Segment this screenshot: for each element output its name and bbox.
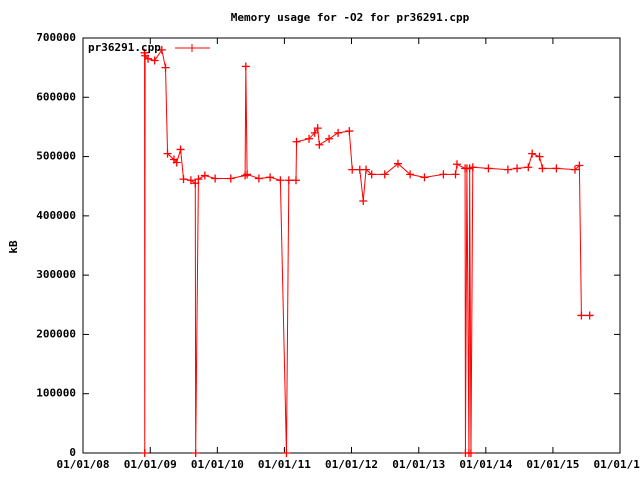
point bbox=[503, 165, 512, 174]
point bbox=[172, 158, 181, 167]
x-tick-label: 01/01/12 bbox=[325, 458, 378, 471]
point bbox=[292, 137, 301, 146]
x-tick-label: 01/01/09 bbox=[124, 458, 177, 471]
x-tick-label: 01/01/11 bbox=[258, 458, 311, 471]
point bbox=[157, 45, 166, 54]
point bbox=[226, 174, 235, 183]
point bbox=[140, 449, 149, 457]
point bbox=[484, 164, 493, 173]
point bbox=[276, 176, 285, 185]
point bbox=[243, 170, 252, 179]
point bbox=[191, 449, 200, 457]
point bbox=[305, 134, 314, 143]
y-tick-label: 500000 bbox=[36, 150, 76, 163]
point bbox=[325, 134, 334, 143]
x-tick-label: 01/01/10 bbox=[191, 458, 244, 471]
point bbox=[552, 164, 561, 173]
point bbox=[570, 165, 579, 174]
point bbox=[380, 170, 389, 179]
x-tick-label: 01/01/15 bbox=[526, 458, 579, 471]
point bbox=[179, 175, 188, 184]
point bbox=[362, 165, 371, 174]
point bbox=[176, 145, 185, 154]
point bbox=[538, 164, 547, 173]
point bbox=[577, 311, 586, 320]
x-tick-label: 01/01/08 bbox=[57, 458, 110, 471]
point bbox=[524, 163, 533, 172]
legend-label: pr36291.cpp bbox=[88, 41, 161, 54]
point bbox=[254, 174, 263, 183]
point bbox=[439, 170, 448, 179]
point bbox=[211, 174, 220, 183]
point bbox=[266, 173, 275, 182]
point bbox=[575, 161, 584, 170]
y-axis-label: kB bbox=[7, 240, 20, 254]
chart-title: Memory usage for -O2 for pr36291.cpp bbox=[231, 11, 470, 24]
point bbox=[194, 175, 203, 184]
y-tick-label: 700000 bbox=[36, 31, 76, 44]
point bbox=[345, 127, 354, 136]
y-tick-label: 0 bbox=[69, 446, 76, 459]
y-tick-label: 300000 bbox=[36, 268, 76, 281]
point bbox=[191, 179, 200, 188]
point bbox=[313, 124, 322, 133]
point bbox=[585, 311, 594, 320]
series-line bbox=[144, 48, 590, 454]
y-tick-label: 100000 bbox=[36, 387, 76, 400]
point bbox=[466, 449, 475, 457]
point bbox=[334, 128, 343, 137]
x-tick-label: 01/01/14 bbox=[459, 458, 512, 471]
point bbox=[451, 170, 460, 179]
point bbox=[535, 152, 544, 161]
plot-border bbox=[82, 37, 621, 454]
point bbox=[420, 173, 429, 182]
x-tick-label: 01/01/13 bbox=[392, 458, 445, 471]
point bbox=[367, 170, 376, 179]
point bbox=[144, 54, 153, 63]
point bbox=[452, 160, 461, 169]
point bbox=[282, 449, 291, 457]
point bbox=[310, 128, 319, 137]
point bbox=[513, 164, 522, 173]
point bbox=[241, 171, 250, 180]
point bbox=[284, 176, 293, 185]
x-tick-label: 01/01/16 bbox=[594, 458, 640, 471]
y-tick-label: 400000 bbox=[36, 209, 76, 222]
point bbox=[241, 62, 250, 71]
point bbox=[393, 159, 402, 168]
point bbox=[150, 56, 159, 65]
point bbox=[186, 176, 195, 185]
legend-marker bbox=[188, 44, 196, 52]
point bbox=[468, 163, 477, 172]
point bbox=[161, 63, 170, 72]
point bbox=[200, 171, 209, 180]
point bbox=[163, 149, 172, 158]
y-tick-label: 200000 bbox=[36, 327, 76, 340]
point bbox=[359, 197, 368, 206]
point bbox=[406, 170, 415, 179]
point bbox=[528, 149, 537, 158]
point bbox=[348, 165, 357, 174]
point bbox=[315, 140, 324, 149]
y-tick-label: 600000 bbox=[36, 90, 76, 103]
point bbox=[291, 176, 300, 185]
